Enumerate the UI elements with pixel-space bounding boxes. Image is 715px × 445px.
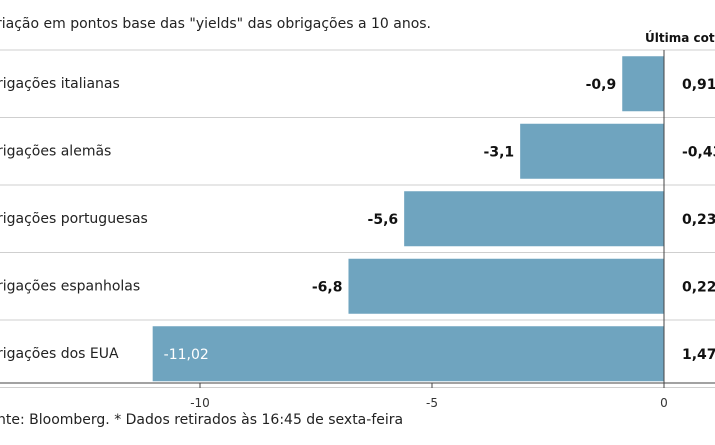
last-quote-header: Última cotaç: [645, 31, 715, 45]
x-tick-label: -5: [426, 396, 438, 410]
category-label: rigações italianas: [0, 76, 120, 92]
chart-subtitle: riação em pontos base das "yields" das o…: [0, 16, 432, 32]
x-tick-label: 0: [660, 396, 668, 410]
bar: [622, 56, 664, 112]
category-label: rigações espanholas: [0, 278, 140, 294]
category-label: rigações dos EUA: [0, 346, 119, 362]
bar: [404, 191, 664, 247]
last-quote-label: 1,4746: [682, 347, 715, 363]
bar: [152, 326, 664, 382]
category-label: rigações alemãs: [0, 143, 111, 159]
x-tick-label: -10: [190, 396, 210, 410]
source-note: nte: Bloomberg. * Dados retirados às 16:…: [0, 412, 404, 428]
last-quote-label: -0,432: [682, 144, 715, 160]
value-label: -5,6: [368, 212, 399, 228]
last-quote-label: 0,226: [682, 279, 715, 295]
last-quote-label: 0,912: [682, 77, 715, 93]
value-label: -0,9: [586, 77, 617, 93]
value-label: -3,1: [484, 144, 515, 160]
value-label: -6,8: [312, 279, 343, 295]
bar: [520, 123, 664, 179]
bar: [348, 258, 664, 314]
category-label: rigações portuguesas: [0, 211, 148, 227]
last-quote-label: 0,235: [682, 212, 715, 228]
value-label: -11,02: [164, 347, 209, 363]
